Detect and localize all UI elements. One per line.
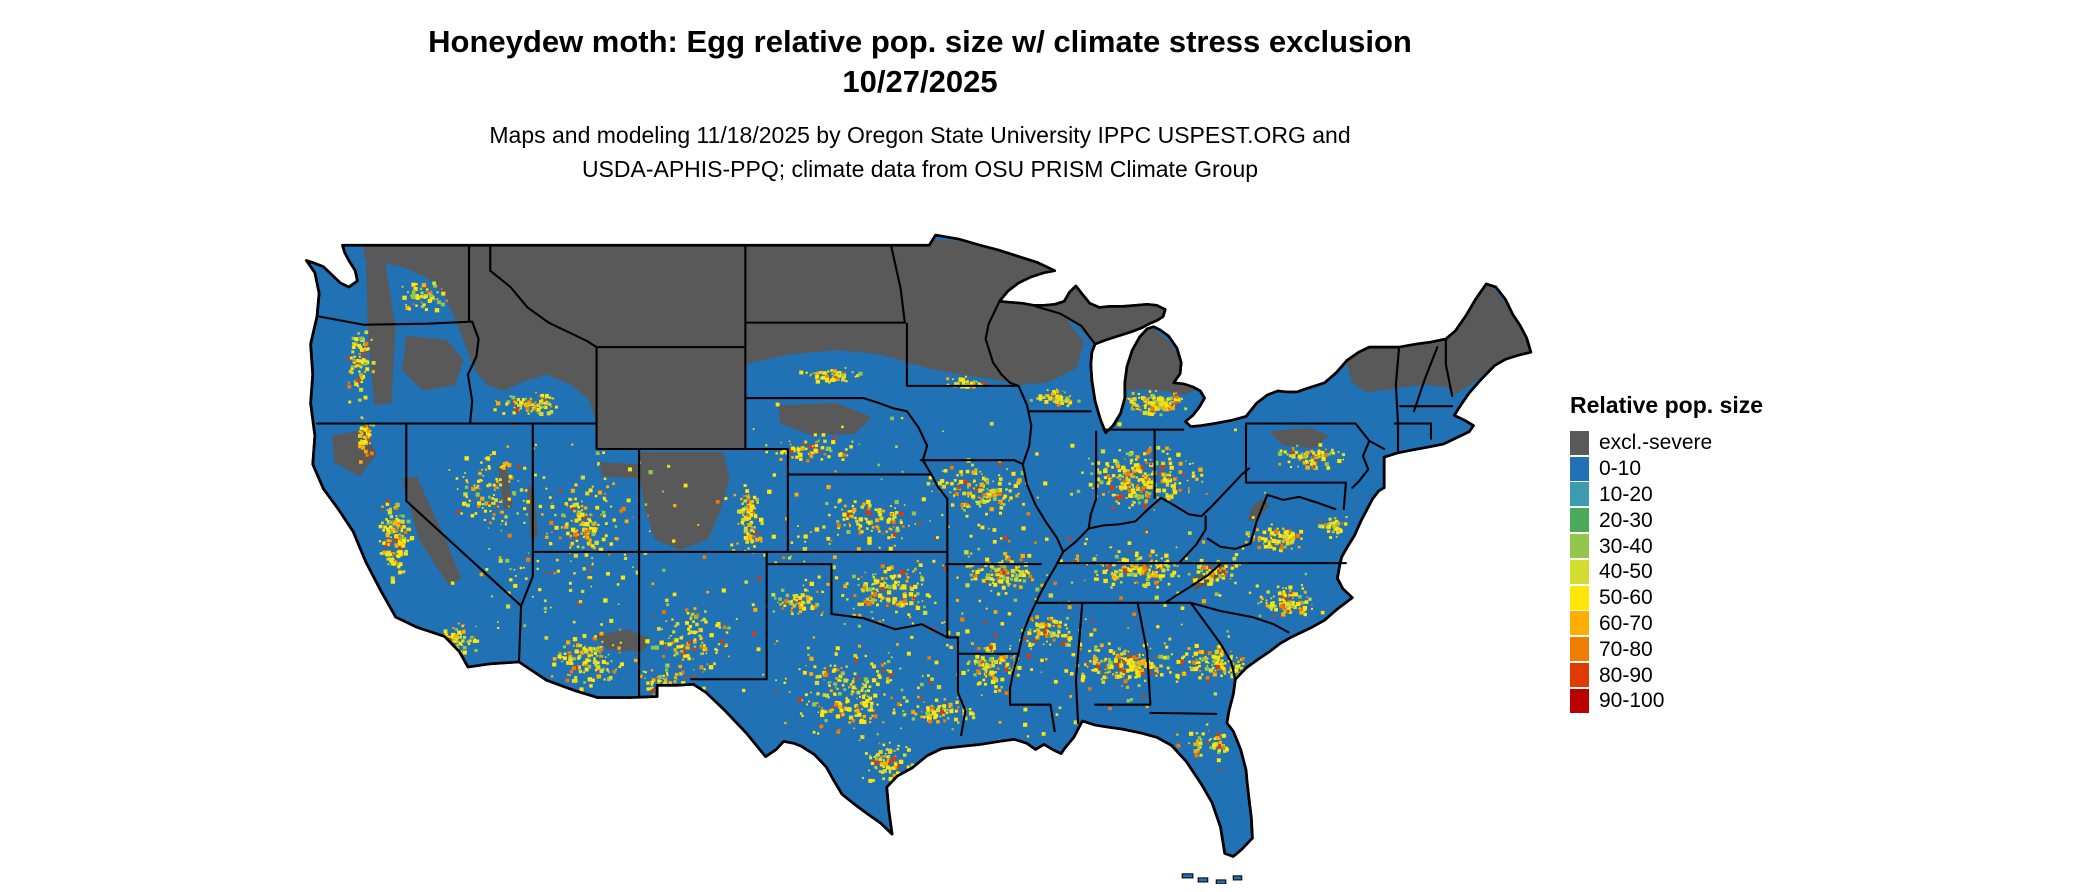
legend-label: 40-50 (1599, 560, 1653, 584)
legend-label: 30-40 (1599, 534, 1653, 558)
legend-row: 0-10 (1570, 456, 1850, 482)
us-outline-stroke (304, 233, 1533, 858)
legend-swatch (1570, 456, 1589, 481)
legend-row: 90-100 (1570, 688, 1850, 714)
legend-label: 50-60 (1599, 586, 1653, 610)
page-title-line2: 10/27/2025 (842, 64, 998, 99)
legend-label: excl.-severe (1599, 431, 1713, 455)
legend-row: 70-80 (1570, 636, 1850, 662)
legend: Relative pop. size excl.-severe 0-10 10-… (1570, 392, 1850, 714)
legend-swatch (1570, 430, 1589, 455)
legend-swatch (1570, 688, 1589, 713)
legend-row: 30-40 (1570, 533, 1850, 559)
page-title-line1: Honeydew moth: Egg relative pop. size w/… (428, 24, 1412, 59)
legend-title: Relative pop. size (1570, 392, 1764, 418)
legend-swatch (1570, 534, 1589, 559)
legend-row: 80-90 (1570, 662, 1850, 688)
legend-swatch (1570, 611, 1589, 636)
legend-label: 20-30 (1599, 508, 1653, 532)
legend-label: 70-80 (1599, 637, 1653, 661)
legend-label: 90-100 (1599, 689, 1665, 713)
legend-row: 60-70 (1570, 611, 1850, 637)
subtitle-line2: USDA-APHIS-PPQ; climate data from OSU PR… (581, 156, 1259, 182)
legend-row: 20-30 (1570, 507, 1850, 533)
legend-items: excl.-severe 0-10 10-20 20-30 30-40 40-5… (1570, 430, 1850, 714)
legend-swatch (1570, 637, 1589, 662)
legend-label: 10-20 (1599, 482, 1653, 506)
legend-label: 80-90 (1599, 663, 1653, 687)
legend-swatch (1570, 585, 1589, 610)
excluded-severe-regions (331, 240, 1531, 652)
legend-label: 60-70 (1599, 611, 1653, 635)
legend-row: 10-20 (1570, 482, 1850, 508)
legend-swatch (1570, 508, 1589, 533)
subtitle-line1: Maps and modeling 11/18/2025 by Oregon S… (489, 122, 1351, 148)
legend-swatch (1570, 482, 1589, 507)
legend-swatch (1570, 663, 1589, 688)
legend-row: excl.-severe (1570, 430, 1850, 456)
state-borders (315, 244, 1454, 737)
us-map (300, 232, 1533, 884)
legend-row: 50-60 (1570, 585, 1850, 611)
legend-row: 40-50 (1570, 559, 1850, 585)
legend-swatch (1570, 559, 1589, 584)
legend-label: 0-10 (1599, 457, 1642, 481)
florida-keys (1181, 873, 1243, 884)
us-map-svg (304, 233, 1533, 884)
